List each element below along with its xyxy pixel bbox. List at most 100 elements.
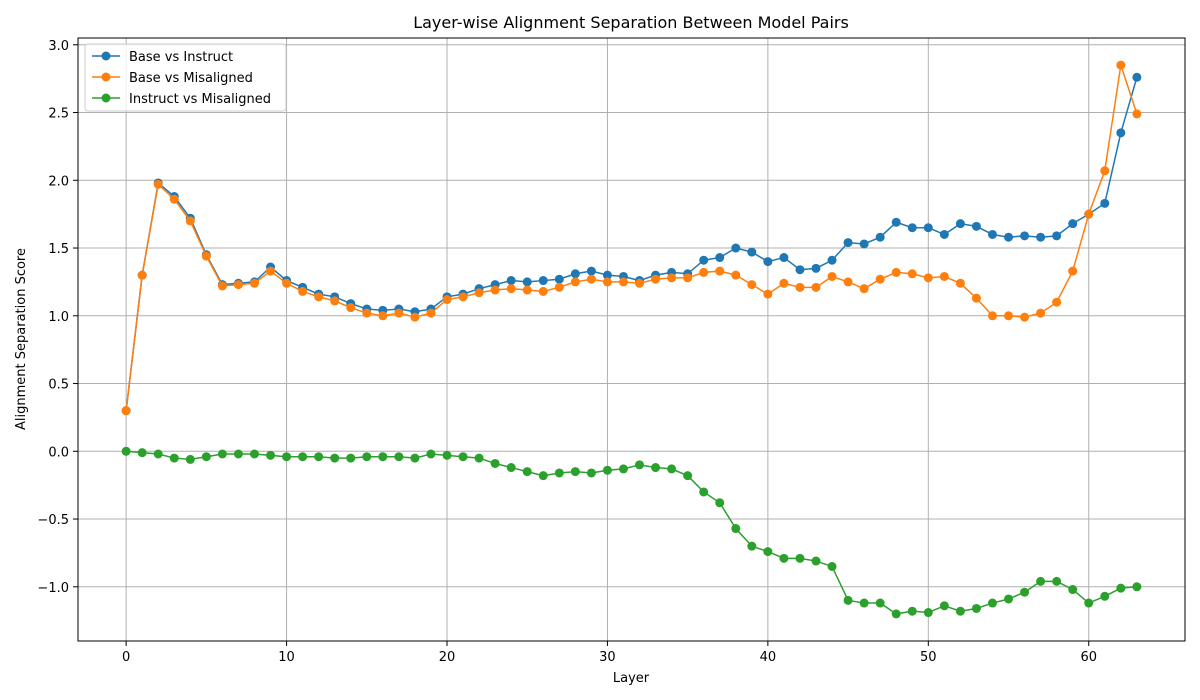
series-0 (121, 72, 1142, 416)
legend-item: Base vs Instruct (92, 50, 233, 65)
legend-marker (101, 93, 111, 103)
data-point (554, 468, 564, 478)
data-point (891, 267, 901, 277)
data-point (843, 238, 853, 248)
legend-item: Base vs Misaligned (92, 71, 253, 86)
data-point (249, 449, 259, 459)
data-point (378, 452, 388, 462)
data-point (1100, 166, 1110, 176)
data-point (651, 463, 661, 473)
data-point (570, 269, 580, 279)
data-point (153, 449, 163, 459)
data-point (121, 406, 131, 416)
data-point (121, 446, 131, 456)
legend-label: Base vs Instruct (129, 50, 233, 65)
data-point (442, 295, 452, 305)
data-point (699, 267, 709, 277)
data-point (586, 468, 596, 478)
data-point (683, 471, 693, 481)
data-point (330, 296, 340, 306)
y-tick-label: 0.5 (48, 378, 69, 393)
data-point (891, 609, 901, 619)
data-point (1116, 583, 1126, 593)
data-point (1036, 308, 1046, 318)
data-point (538, 286, 548, 296)
data-point (458, 292, 468, 302)
data-point (602, 270, 612, 280)
series-line (125, 64, 1138, 411)
data-point (1052, 576, 1062, 586)
data-point (699, 487, 709, 497)
data-point (987, 229, 997, 239)
data-point (763, 547, 773, 557)
data-point (811, 556, 821, 566)
data-point (554, 274, 564, 284)
data-point (217, 449, 227, 459)
data-point (1068, 219, 1078, 229)
data-point (1116, 60, 1126, 70)
data-point (923, 223, 933, 233)
data-point (506, 463, 516, 473)
data-point (1004, 232, 1014, 242)
data-point (362, 452, 372, 462)
data-point (522, 467, 532, 477)
data-point (169, 194, 179, 204)
data-point (233, 449, 243, 459)
data-point (827, 561, 837, 571)
x-tick-label: 50 (920, 650, 937, 665)
series-2 (121, 446, 1142, 619)
data-point (811, 263, 821, 273)
data-point (426, 449, 436, 459)
data-point (1132, 72, 1142, 82)
data-point (907, 606, 917, 616)
data-point (811, 282, 821, 292)
data-point (715, 498, 725, 508)
data-point (554, 282, 564, 292)
data-point (907, 269, 917, 279)
data-point (346, 453, 356, 463)
data-point (506, 276, 516, 286)
data-point (233, 280, 243, 290)
data-point (298, 286, 308, 296)
x-tick-label: 40 (760, 650, 777, 665)
data-point (875, 274, 885, 284)
x-tick-label: 0 (122, 650, 130, 665)
data-point (314, 292, 324, 302)
data-point (1084, 598, 1094, 608)
data-point (795, 282, 805, 292)
data-point (699, 255, 709, 265)
data-point (747, 280, 757, 290)
data-point (651, 274, 661, 284)
data-point (1100, 198, 1110, 208)
data-point (795, 553, 805, 563)
data-point (731, 270, 741, 280)
data-point (1084, 209, 1094, 219)
data-point (875, 232, 885, 242)
data-point (1068, 266, 1078, 276)
data-point (667, 273, 677, 283)
data-point (1052, 297, 1062, 307)
data-point (185, 216, 195, 226)
data-point (298, 452, 308, 462)
legend-box (84, 43, 287, 112)
data-point (763, 257, 773, 267)
data-point (490, 458, 500, 468)
data-point (875, 598, 885, 608)
data-point (923, 273, 933, 283)
data-point (137, 270, 147, 280)
data-point (779, 253, 789, 263)
series-1 (121, 60, 1142, 416)
plot-frame (77, 37, 1186, 642)
data-point (474, 288, 484, 298)
data-point (779, 278, 789, 288)
data-point (410, 312, 420, 322)
x-tick-label: 30 (599, 650, 616, 665)
series-line (126, 450, 1137, 615)
data-point (249, 278, 259, 288)
y-tick-label: 2.5 (48, 107, 69, 122)
data-point (971, 293, 981, 303)
legend-label: Instruct vs Misaligned (129, 92, 271, 107)
grid-lines (78, 38, 1185, 641)
data-point (795, 265, 805, 275)
data-point (907, 223, 917, 233)
